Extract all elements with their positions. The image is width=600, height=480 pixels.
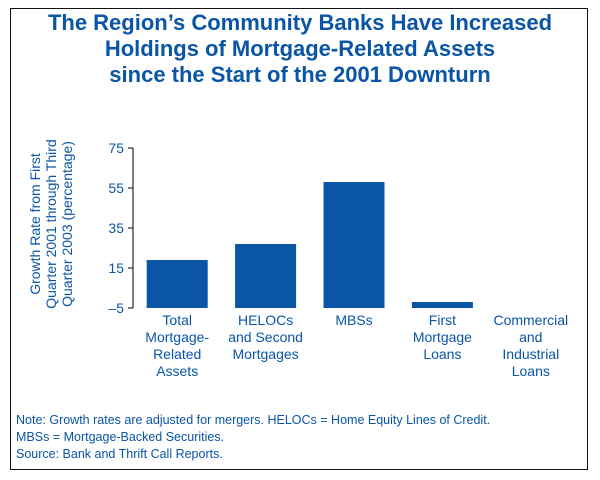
chart-title: The Region’s Community Banks Have Increa… [0,10,600,88]
bar [323,182,385,308]
y-tick-label: 35 [108,220,124,236]
bar [411,302,473,308]
x-tick-label-line: Mortgages [233,346,299,362]
chart-frame [10,8,588,470]
bar-chart: Growth Rate from First Quarter 2001 throu… [27,139,568,379]
y-axis-label-line: Growth Rate from First [27,153,43,295]
y-axis-label-line: Quarter 2001 through Third [43,139,59,308]
x-tick-label: HELOCs and Second Mortgages [228,312,303,362]
y-tick-label: 55 [108,180,124,196]
x-tick-label-line: MBSs [335,312,372,328]
chart-notes: Note: Growth rates are adjusted for merg… [16,412,490,463]
x-tick-label: MBSs [335,312,372,328]
chart-title-line-1: The Region’s Community Banks Have Increa… [47,10,553,35]
x-tick-label-line: Commercial [493,312,568,328]
x-axis-tick-labels: Total Mortgage-Related Assets HELOCs and Sec… [145,312,568,379]
x-tick-label: Commercial and Industrial Loans [493,312,568,379]
x-tick-label-line: and [519,329,542,345]
x-tick-label-line: Loans [512,363,550,379]
bar [146,260,208,308]
y-tick-label: 75 [108,140,124,156]
chart-title-line-2: Holdings of Mortgage-Related Assets [104,36,496,61]
chart-title-line-3: since the Start of the 2001 Downturn [109,62,491,87]
x-tick-label-line: Mortgage- [145,329,209,345]
x-tick-label-line: Assets [156,363,198,379]
y-tick-label: 15 [108,260,124,276]
y-tick-label: –5 [108,300,124,316]
note-line-1: Note: Growth rates are adjusted for merg… [16,413,491,427]
note-line-3: Source: Bank and Thrift Call Reports. [16,447,223,461]
y-axis-label: Growth Rate from First Quarter 2001 throu… [27,139,75,308]
x-tick-label: First Mortgage Loans [413,312,472,362]
x-tick-label-line: First [429,312,456,328]
note-line-2: MBSs = Mortgage-Backed Securities. [16,430,225,444]
x-tick-label-line: Mortgage [413,329,472,345]
y-axis-label-line: Quarter 2003 (percentage) [59,141,75,307]
x-tick-label: Total Mortgage-Related Assets [145,312,209,379]
x-tick-label-line: Industrial [502,346,559,362]
bar [235,244,297,308]
y-axis: –5 15 35 55 75 [108,140,134,316]
x-tick-label-line: Related [153,346,201,362]
x-tick-label-line: Total [162,312,192,328]
x-tick-label-line: Loans [423,346,461,362]
bar-series [146,182,473,308]
x-tick-label-line: and Second [228,329,303,345]
x-tick-label-line: HELOCs [238,312,293,328]
